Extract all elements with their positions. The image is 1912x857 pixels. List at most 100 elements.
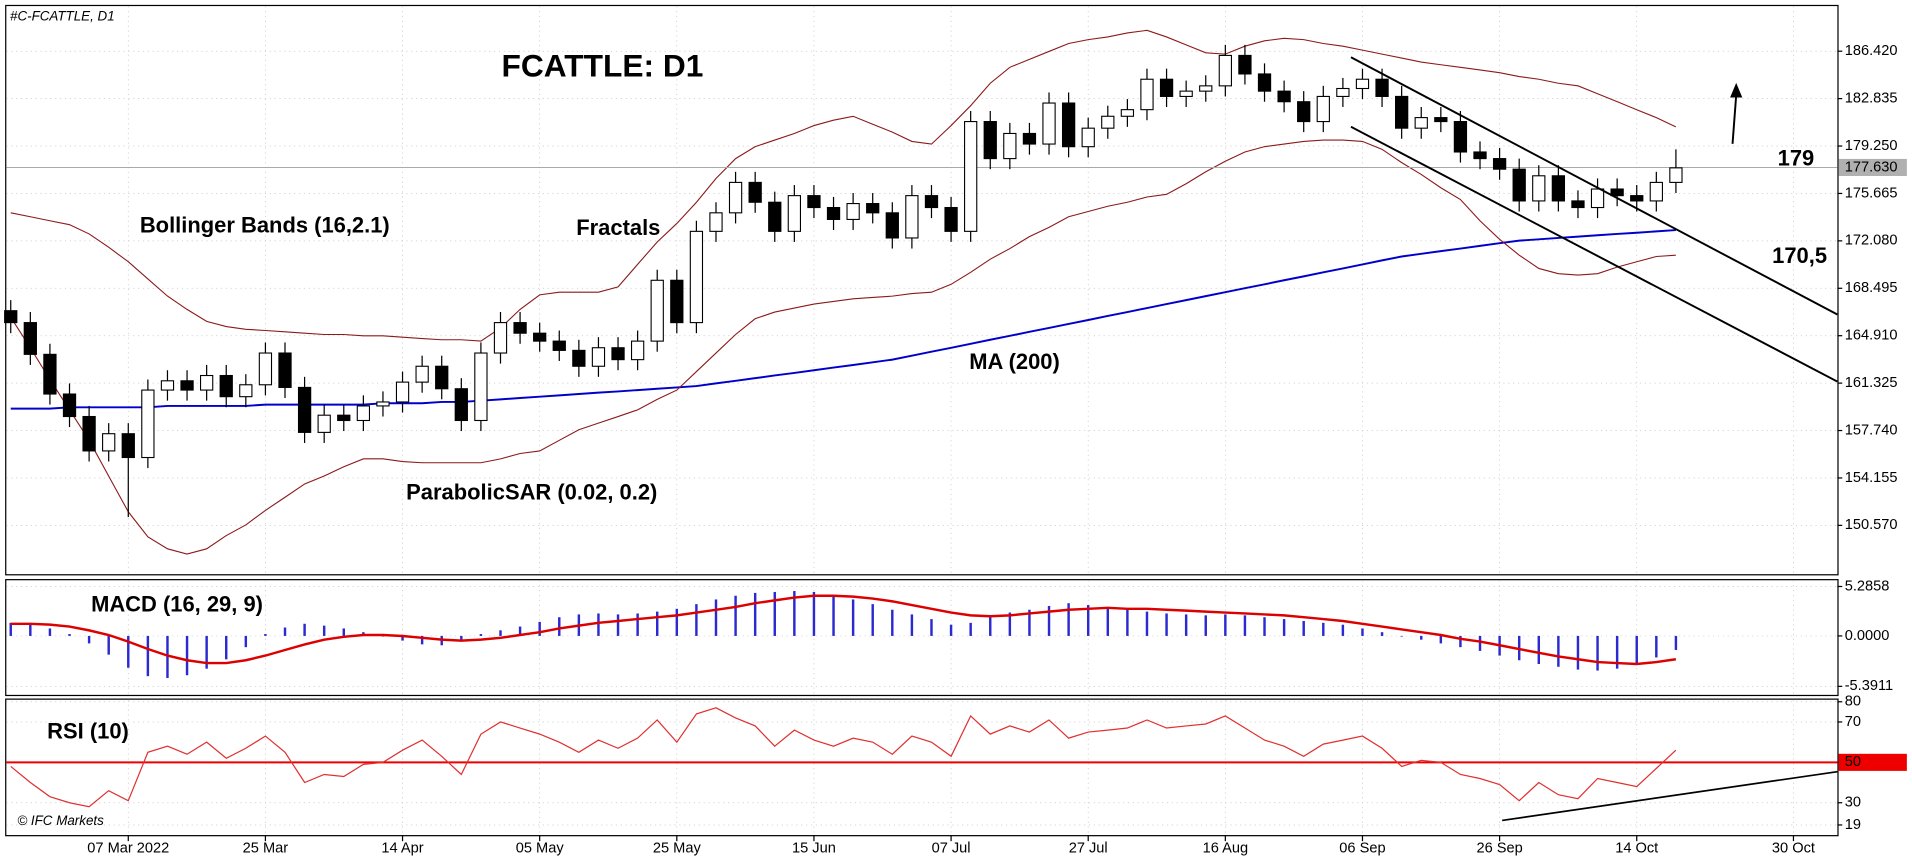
candle-body [317, 414, 331, 433]
candle-body [199, 374, 214, 391]
annotation: 179 [1778, 145, 1815, 170]
candle-body [1630, 195, 1644, 202]
candle-body [709, 212, 723, 232]
candle-body [905, 195, 919, 239]
candle-body [650, 279, 664, 342]
macd-bar [1576, 635, 1580, 670]
candle-body [376, 401, 390, 407]
macd-bar [87, 635, 91, 644]
candle-body [141, 389, 155, 459]
macd-bar [1635, 635, 1638, 664]
level-tag [1838, 753, 1907, 771]
macd-bar [185, 635, 189, 676]
x-tick-label: 14 Oct [1615, 840, 1658, 856]
candle-body [1316, 95, 1330, 123]
macd-bar [342, 628, 345, 636]
candle-body [1120, 109, 1135, 117]
candle-body [258, 352, 273, 386]
arrow [1731, 95, 1738, 144]
candle-body [219, 374, 233, 398]
macd-bar [1459, 635, 1462, 648]
candle-body [297, 386, 312, 433]
chart-title: FCATTLE: D1 [502, 48, 704, 84]
candle-body [552, 340, 566, 351]
candle-body [1061, 102, 1076, 148]
macd-bar [1184, 614, 1188, 636]
candle-body [1551, 175, 1566, 202]
y-tick-label: 150.570 [1845, 517, 1898, 533]
macd-bar [636, 613, 639, 636]
macd-bar [303, 623, 306, 636]
candle-body [572, 349, 586, 367]
candle-body [1395, 95, 1409, 129]
rsi-panel [5, 698, 1839, 837]
macd-panel [5, 579, 1839, 697]
last-price-label: 177.630 [1845, 159, 1898, 175]
candle-body [1669, 167, 1683, 183]
candle-body [1473, 151, 1487, 160]
candle-body [1159, 78, 1174, 97]
x-tick-label: 25 Mar [243, 840, 289, 856]
x-tick-label: 16 Aug [1203, 840, 1249, 856]
macd-bar [1028, 609, 1031, 636]
macd-bar [1420, 635, 1423, 640]
candle-body [885, 212, 899, 239]
y-tick-label: 186.420 [1845, 43, 1898, 59]
y-tick-label: 19 [1845, 817, 1861, 833]
y-tick-label: 182.835 [1845, 90, 1898, 106]
macd-bar [949, 624, 953, 636]
macd-bar [714, 599, 718, 636]
macd-signal [10, 594, 1677, 666]
macd-bar [244, 635, 248, 648]
candle-body [1042, 102, 1056, 145]
macd-bar [1322, 622, 1325, 636]
macd-bar [675, 608, 679, 636]
rsi-line [10, 707, 1677, 808]
macd-bar [146, 635, 150, 677]
y-tick-label: 50 [1845, 754, 1861, 770]
macd-bar [1380, 632, 1384, 636]
candle-body [1571, 200, 1585, 209]
macd-bar [1224, 614, 1227, 636]
last-price-tag [1838, 158, 1907, 176]
macd-bar [1106, 607, 1110, 636]
candle-body [180, 380, 194, 391]
x-tick-label: 26 Sep [1476, 840, 1522, 856]
candle-body [1199, 85, 1213, 92]
macd-bar [989, 617, 992, 636]
macd-bar [264, 634, 267, 636]
x-tick-label: 15 Jun [792, 840, 836, 856]
annotation: Fractals [576, 215, 660, 240]
bollinger-upper [10, 29, 1677, 342]
footer: © IFC Markets [17, 813, 104, 828]
macd-bar [107, 635, 110, 655]
macd-bar [832, 595, 835, 636]
macd-bar [1478, 635, 1482, 651]
candle-body [944, 206, 958, 232]
macd-bar [1615, 635, 1619, 669]
candle-body [670, 279, 684, 324]
macd-bar [969, 622, 972, 636]
macd-bar [225, 635, 228, 660]
macd-bar [597, 613, 600, 636]
macd-bar [381, 635, 385, 637]
candle-body [1297, 101, 1311, 123]
series-label: MA (200) [969, 349, 1060, 374]
macd-bar [871, 604, 874, 636]
candle-body [239, 384, 253, 398]
macd-bar [1047, 605, 1051, 636]
macd-bar [930, 619, 933, 636]
candle-body [787, 195, 801, 232]
macd-bar [518, 626, 522, 636]
candle-body [1492, 158, 1507, 170]
y-tick-label: 154.155 [1845, 470, 1898, 486]
main-panel [5, 4, 1839, 576]
candle-body [395, 381, 410, 403]
candle-body [846, 203, 860, 220]
candle-body [43, 353, 57, 395]
macd-bar [1537, 635, 1541, 664]
candle-body [493, 322, 508, 354]
macd-bar [166, 635, 169, 679]
